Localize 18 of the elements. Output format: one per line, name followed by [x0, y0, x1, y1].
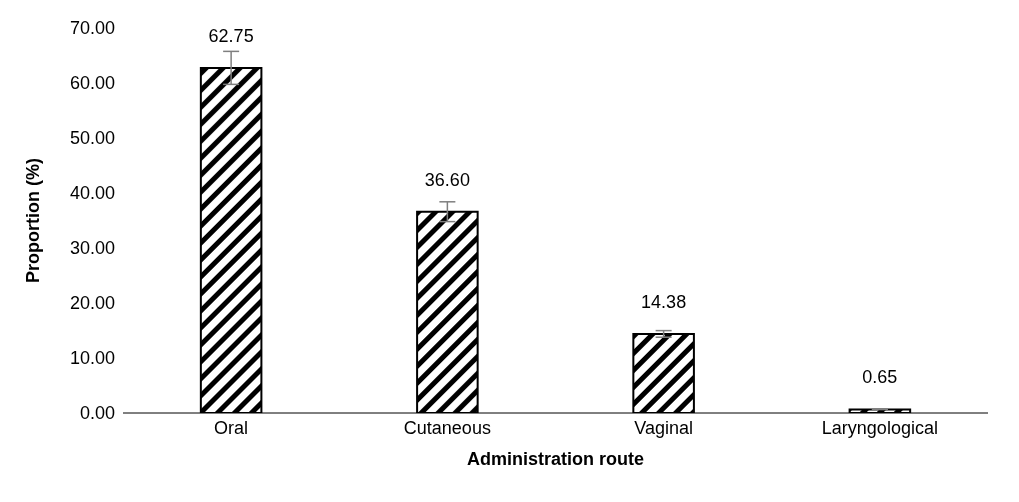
- y-tick-label: 20.00: [69, 293, 115, 314]
- y-tick-label: 50.00: [69, 128, 115, 149]
- y-tick-label: 0.00: [79, 403, 115, 424]
- y-tick-label: 70.00: [69, 18, 115, 39]
- x-tick-label: Oral: [214, 417, 249, 438]
- data-label: 0.65: [862, 367, 898, 388]
- x-tick-label: Laryngological: [821, 417, 938, 438]
- data-label: 36.60: [424, 169, 470, 190]
- y-tick-label: 40.00: [69, 183, 115, 204]
- x-tick-label: Vaginal: [634, 417, 693, 438]
- data-label: 14.38: [641, 291, 687, 312]
- y-tick-label: 60.00: [69, 73, 115, 94]
- y-tick-label: 30.00: [69, 238, 115, 259]
- y-tick-label: 10.00: [69, 348, 115, 369]
- y-axis-title: Proportion (%): [23, 158, 44, 283]
- x-tick-label: Cutaneous: [403, 417, 491, 438]
- x-axis-title: Administration route: [466, 449, 645, 469]
- data-label: 62.75: [208, 25, 254, 46]
